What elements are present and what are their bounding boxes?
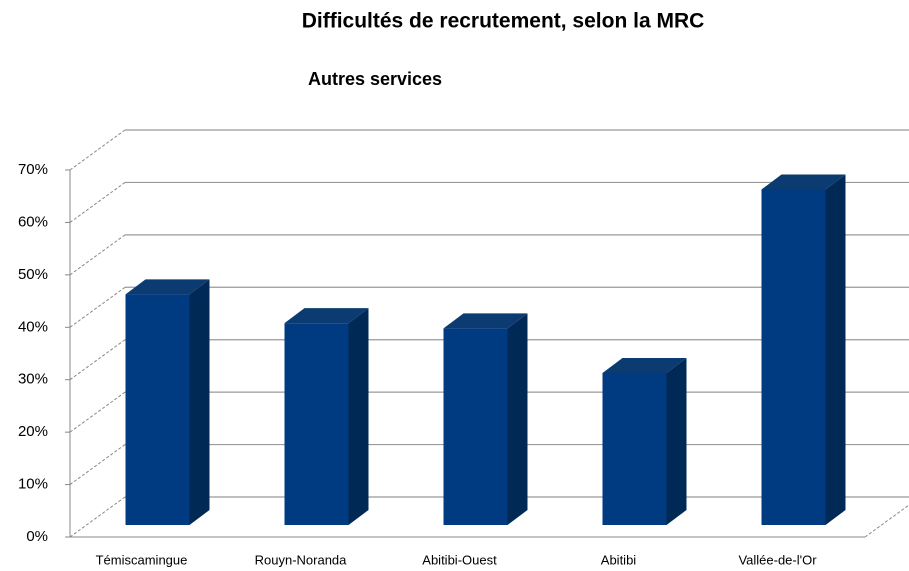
bar-top <box>602 357 687 373</box>
bar-top <box>284 308 369 324</box>
x-tick-label: Abitibi-Ouest <box>422 552 497 567</box>
bar-top <box>125 279 210 295</box>
bar-top <box>761 174 846 190</box>
bar <box>125 294 190 525</box>
floor-edge <box>864 504 909 538</box>
bar-side <box>825 174 846 525</box>
x-tick-label: Abitibi <box>601 552 637 567</box>
bar-side <box>666 357 687 525</box>
grid-line-side <box>69 391 126 433</box>
chart-title: Difficultés de recrutement, selon la MRC <box>302 10 705 33</box>
grid-line-side <box>69 234 126 276</box>
grid-line-side <box>69 286 126 328</box>
chart-subtitle: Autres services <box>308 69 442 89</box>
x-tick-label: Vallée-de-l'Or <box>738 552 817 567</box>
y-tick-label: 70% <box>18 161 48 178</box>
y-tick-label: 50% <box>18 266 48 283</box>
y-tick-label: 10% <box>18 476 48 493</box>
grid-line-side <box>69 444 126 485</box>
y-tick-label: 40% <box>18 318 48 335</box>
grid-line-side <box>69 129 126 171</box>
y-tick-label: 30% <box>18 371 48 388</box>
bar <box>443 328 508 525</box>
y-tick-label: 20% <box>18 423 48 440</box>
x-tick-label: Témiscamingue <box>96 552 188 567</box>
bar-top <box>443 313 528 329</box>
bar <box>602 372 667 525</box>
grid-line-side <box>69 496 126 538</box>
bar <box>284 323 349 525</box>
grid-line-side <box>69 182 126 223</box>
x-tick-label: Rouyn-Noranda <box>255 552 348 567</box>
y-tick-label: 60% <box>18 213 48 230</box>
bar-side <box>507 313 528 525</box>
bar-side <box>189 279 210 525</box>
y-tick-label: 0% <box>26 528 48 545</box>
grid-line-side <box>69 339 126 381</box>
bar-side <box>348 308 369 525</box>
bar <box>761 189 826 525</box>
